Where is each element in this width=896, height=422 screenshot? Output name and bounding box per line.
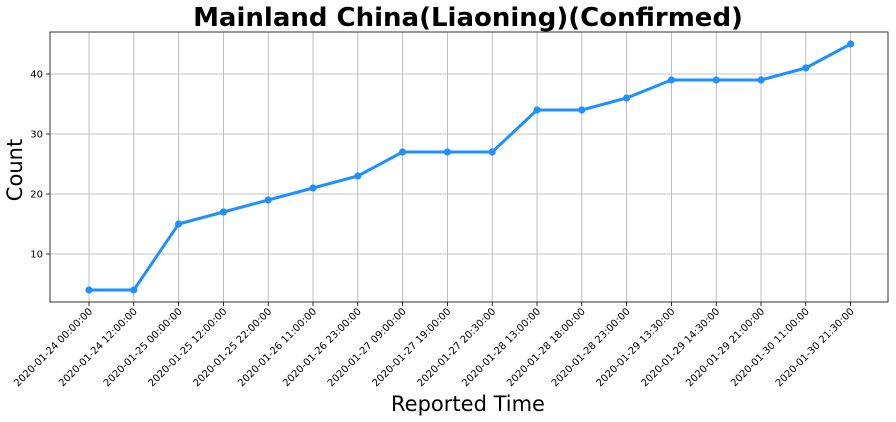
series-line-layer [89, 42, 852, 292]
data-point [85, 286, 93, 294]
x-tick-label: 2020-01-24 00:00:00 [12, 306, 95, 389]
x-tick-label: 2020-01-28 13:00:00 [460, 306, 543, 389]
x-tick-label: 2020-01-28 18:00:00 [505, 306, 588, 389]
x-tick-label: 2020-01-27 19:00:00 [371, 306, 454, 389]
y-axis: 10 20 30 40 [30, 70, 50, 261]
x-tick-label: 2020-01-25 12:00:00 [147, 306, 230, 389]
x-tick-label: 2020-01-29 14:30:00 [639, 306, 722, 389]
data-point [578, 106, 586, 114]
data-point [667, 76, 676, 84]
x-tick-label: 2020-01-26 11:00:00 [236, 306, 319, 389]
x-tick-label: 2020-01-26 23:00:00 [281, 306, 364, 389]
chart-title: Mainland China(Liaoning)(Confirmed) [193, 3, 743, 33]
data-point [264, 196, 272, 204]
data-point [175, 220, 183, 228]
x-tick-label: 2020-01-27 09:00:00 [326, 306, 409, 389]
grid-lines [50, 32, 888, 302]
data-points [85, 40, 855, 294]
data-point [488, 148, 496, 156]
x-tick-label: 2020-01-29 21:00:00 [684, 306, 767, 389]
data-point [443, 148, 451, 156]
y-tick-label: 10 [30, 250, 43, 261]
x-tick-label: 2020-01-25 00:00:00 [102, 306, 185, 389]
data-point [847, 40, 855, 48]
y-axis-label: Count [3, 139, 27, 201]
x-tick-label: 2020-01-29 13:30:00 [595, 306, 678, 389]
data-point [309, 184, 317, 192]
data-point [802, 64, 810, 72]
series-line [89, 42, 852, 292]
x-tick-label: 2020-01-25 22:00:00 [191, 306, 274, 389]
y-tick-label: 20 [30, 190, 43, 201]
data-point [130, 286, 138, 294]
plot-area-frame [49, 31, 889, 303]
x-tick-label: 2020-01-24 12:00:00 [57, 306, 140, 389]
data-point [533, 106, 541, 114]
data-point [623, 94, 631, 102]
data-point [712, 76, 720, 84]
y-tick-label: 30 [30, 130, 43, 141]
x-tick-label: 2020-01-30 11:00:00 [729, 306, 812, 389]
y-tick-label: 40 [30, 70, 43, 81]
x-tick-label: 2020-01-30 21:30:00 [774, 306, 857, 389]
data-point [219, 208, 227, 216]
data-point [354, 172, 362, 180]
x-tick-label: 2020-01-27 20:30:00 [415, 306, 498, 389]
data-point [757, 76, 765, 84]
x-axis-label: Reported Time [391, 392, 545, 416]
x-tick-label: 2020-01-28 23:00:00 [550, 306, 633, 389]
data-point [399, 148, 407, 156]
